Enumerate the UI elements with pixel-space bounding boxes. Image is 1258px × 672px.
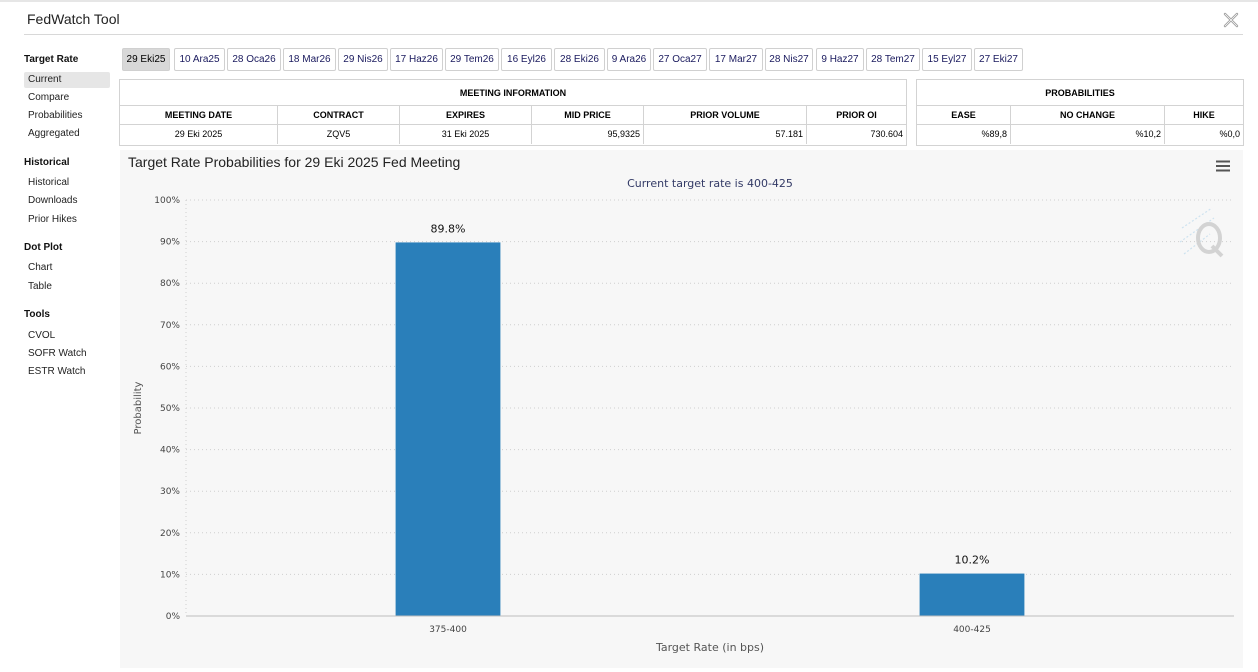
y-tick-label: 60% [160,362,180,372]
gridlines [186,199,1234,575]
sidebar-heading-historical: Historical [24,157,70,168]
tab-meeting[interactable]: 17 Mar27 [709,48,763,71]
probabilities-title: PROBABILITIES [917,80,1243,106]
y-tick-label: 100% [154,196,180,206]
x-tick-label: 375-400 [429,625,467,635]
meeting-info-header-row: MEETING DATE CONTRACT EXPIRES MID PRICE … [120,106,906,125]
y-tick-label: 80% [160,279,180,289]
tab-meeting[interactable]: 29 Eki25 [122,48,170,71]
tab-meeting[interactable]: 28 Eki26 [554,48,605,71]
y-tick-label: 30% [160,487,180,497]
header-no-change: NO CHANGE [1011,106,1165,125]
sidebar-item-table[interactable]: Table [28,281,52,292]
tab-meeting[interactable]: 10 Ara25 [174,48,225,71]
probabilities-table: PROBABILITIES EASE NO CHANGE HIKE %89,8 … [916,79,1244,146]
data-label: 89.8% [431,222,466,235]
meeting-date-value: 29 Eki 2025 [120,125,278,144]
sidebar-heading-target-rate: Target Rate [24,54,79,65]
ease-value: %89,8 [917,125,1011,144]
header-contract: CONTRACT [278,106,400,125]
sidebar-item-estr-watch[interactable]: ESTR Watch [28,366,86,377]
tab-meeting[interactable]: 16 Eyl26 [501,48,552,71]
sidebar-item-compare[interactable]: Compare [28,92,70,103]
header-expires: EXPIRES [400,106,532,125]
x-axis: 375-400 400-425 [186,615,1234,635]
tab-meeting[interactable]: 15 Eyl27 [922,48,972,71]
y-tick-label: 40% [160,446,180,456]
bar-400-425[interactable] [919,573,1025,616]
tab-meeting[interactable]: 29 Tem26 [445,48,499,71]
sidebar-item-cvol[interactable]: CVOL [28,330,56,341]
tab-meeting[interactable]: 29 Nis26 [338,48,388,71]
tab-meeting[interactable]: 9 Haz27 [816,48,864,71]
tab-meeting[interactable]: 18 Mar26 [283,48,336,71]
tab-meeting[interactable]: 28 Nis27 [765,48,813,71]
sidebar-item-aggregated[interactable]: Aggregated [28,128,80,139]
y-axis: 0% 10% 20% 30% 40% 50% 60% 70% 80% 90% 100% [154,196,187,622]
contract-value: ZQV5 [278,125,400,144]
tab-meeting[interactable]: 27 Oca27 [653,48,707,71]
data-label: 10.2% [955,554,990,567]
sidebar-item-chart[interactable]: Chart [28,262,53,273]
tab-meeting[interactable]: 28 Tem27 [866,48,920,71]
tab-meeting[interactable]: 9 Ara26 [607,48,651,71]
sidebar-heading-tools: Tools [24,309,50,320]
y-tick-label: 70% [160,321,180,331]
sidebar-heading-dot-plot: Dot Plot [24,242,63,253]
probabilities-data-row: %89,8 %10,2 %0,0 [917,125,1243,144]
x-tick-label: 400-425 [953,625,991,635]
sidebar-item-downloads[interactable]: Downloads [28,195,78,206]
prior-volume-value: 57.181 [644,125,807,144]
probabilities-header-row: EASE NO CHANGE HIKE [917,106,1243,125]
sidebar-item-sofr-watch[interactable]: SOFR Watch [28,348,87,359]
x-axis-label: Target Rate (in bps) [655,641,764,654]
y-tick-label: 20% [160,529,180,539]
header-prior-volume: PRIOR VOLUME [644,106,807,125]
header-hike: HIKE [1193,110,1215,120]
close-icon[interactable] [1223,12,1239,28]
mid-price-value: 95,9325 [532,125,644,144]
sidebar-item-current[interactable]: Current [24,72,110,88]
sidebar-item-prior-hikes[interactable]: Prior Hikes [28,214,77,225]
tab-meeting[interactable]: 27 Eki27 [974,48,1023,71]
top-divider [24,34,1243,35]
meeting-info-title: MEETING INFORMATION [120,80,906,106]
expires-value: 31 Eki 2025 [400,125,532,144]
y-tick-label: 0% [166,612,181,622]
top-bar: FedWatch Tool [0,0,1258,34]
chart-subtitle: Current target rate is 400-425 [627,177,793,190]
bar-375-400[interactable] [395,242,501,616]
meeting-info-table: MEETING INFORMATION MEETING DATE CONTRAC… [119,79,907,146]
header-meeting-date: MEETING DATE [120,106,278,125]
chart-title: Target Rate Probabilities for 29 Eki 202… [128,154,461,170]
no-change-value: %10,2 [1011,125,1165,144]
header-prior-oi: PRIOR OI [836,110,877,120]
probability-bar-chart: Current target rate is 400-425 0% 10% 20% 3… [133,177,1234,654]
q-watermark-icon [1179,207,1224,258]
y-tick-label: 50% [160,404,180,414]
y-axis-label: Probability [133,381,144,434]
app-title: FedWatch Tool [27,11,120,27]
bars: 89.8% 10.2% [395,222,1025,616]
sidebar-item-historical[interactable]: Historical [28,177,70,188]
y-tick-label: 90% [160,238,180,248]
header-mid-price: MID PRICE [532,106,644,125]
header-ease: EASE [917,106,1011,125]
y-tick-label: 10% [160,570,180,580]
meeting-info-data-row: 29 Eki 2025 ZQV5 31 Eki 2025 95,9325 57.… [120,125,906,144]
chart-panel: Target Rate Probabilities for 29 Eki 202… [120,150,1243,668]
prior-oi-value: 730.604 [870,129,903,139]
hike-value: %0,0 [1219,129,1240,139]
tab-meeting[interactable]: 17 Haz26 [390,48,443,71]
chart-menu-icon[interactable] [1215,159,1231,173]
tab-meeting[interactable]: 28 Oca26 [227,48,281,71]
sidebar-item-probabilities[interactable]: Probabilities [28,110,83,121]
